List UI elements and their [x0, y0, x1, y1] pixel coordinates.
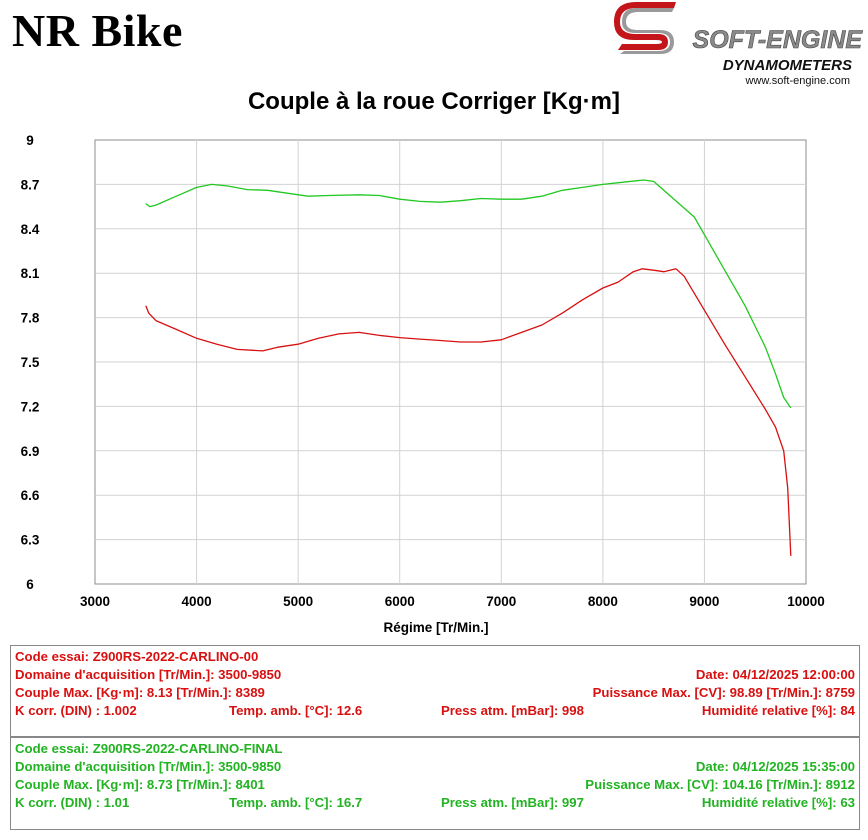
y-tick-label: 6.9: [21, 444, 40, 459]
k-corr: K corr. (DIN) : 1.01: [15, 795, 130, 810]
x-tick-label: 9000: [689, 594, 719, 609]
series-line-1: [145, 268, 792, 556]
y-tick-label: 7.8: [21, 311, 40, 326]
x-axis-label: Régime [Tr/Min.]: [383, 620, 488, 635]
x-tick-label: 6000: [385, 594, 415, 609]
x-tick-label: 8000: [588, 594, 618, 609]
series-lines: [145, 179, 792, 556]
press-atm: Press atm. [mBar]: 998: [441, 703, 584, 718]
y-tick-label: 7.5: [21, 355, 40, 370]
k-corr: K corr. (DIN) : 1.002: [15, 703, 137, 718]
acquisition-range: Domaine d'acquisition [Tr/Min.]: 3500-98…: [15, 667, 282, 682]
test-info-panel-2: Code essai: Z900RS-2022-CARLINO-FINAL Do…: [10, 737, 860, 830]
temp-amb: Temp. amb. [°C]: 12.6: [229, 703, 363, 718]
y-tick-label: 6.3: [21, 533, 40, 548]
series-line-2: [145, 179, 792, 409]
temp-amb: Temp. amb. [°C]: 16.7: [229, 795, 363, 810]
logo-swoosh: [614, 2, 676, 50]
y-tick-label: 8.4: [21, 222, 40, 237]
page-title: NR Bike: [12, 5, 183, 56]
x-tick-label: 10000: [787, 594, 825, 609]
y-tick-label: 9: [26, 133, 34, 148]
x-tick-labels: 3000 4000 5000 6000 7000 8000 9000 10000: [80, 594, 825, 609]
humidity: Humidité relative [%]: 63: [701, 795, 855, 810]
x-tick-label: 5000: [283, 594, 313, 609]
x-tick-label: 4000: [182, 594, 212, 609]
test-code: Code essai: Z900RS-2022-CARLINO-00: [15, 649, 259, 664]
y-tick-labels: 9 8.7 8.4 8.1 7.8 7.5 7.2 6.9 6.6 6.3 6: [21, 133, 40, 592]
logo-swoosh-shadow: [620, 8, 674, 54]
logo-main-text: SOFT-ENGINE: [693, 26, 864, 54]
humidity: Humidité relative [%]: 84: [701, 703, 855, 718]
couple-max: Couple Max. [Kg·m]: 8.13 [Tr/Min.]: 8389: [15, 685, 265, 700]
logo-url-text: www.soft-engine.com: [744, 75, 850, 87]
acquisition-range: Domaine d'acquisition [Tr/Min.]: 3500-98…: [15, 759, 282, 774]
y-tick-label: 6.6: [21, 488, 40, 503]
y-tick-label: 7.2: [21, 399, 40, 414]
puissance-max: Puissance Max. [CV]: 104.16 [Tr/Min.]: 8…: [585, 777, 855, 792]
logo-sub-text: DYNAMOMETERS: [723, 57, 852, 74]
y-tick-label: 8.7: [21, 177, 40, 192]
x-tick-label: 7000: [486, 594, 516, 609]
grid: [95, 140, 806, 584]
torque-chart: 9 8.7 8.4 8.1 7.8 7.5 7.2 6.9 6.6 6.3 6 3000 4000 50…: [21, 133, 825, 635]
test-date: Date: 04/12/2025 15:35:00: [695, 759, 855, 774]
puissance-max: Puissance Max. [CV]: 98.89 [Tr/Min.]: 87…: [592, 685, 855, 700]
press-atm: Press atm. [mBar]: 997: [441, 795, 584, 810]
y-tick-label: 6: [26, 577, 34, 592]
test-code: Code essai: Z900RS-2022-CARLINO-FINAL: [15, 741, 283, 756]
test-info-panel-1: Code essai: Z900RS-2022-CARLINO-00 Domai…: [10, 645, 860, 737]
test-date: Date: 04/12/2025 12:00:00: [695, 667, 855, 682]
y-tick-label: 8.1: [21, 266, 40, 281]
soft-engine-logo: SOFT-ENGINE DYNAMOMETERS www.soft-engine…: [614, 2, 864, 87]
chart-title: Couple à la roue Corriger [Kg·m]: [247, 88, 621, 115]
x-tick-label: 3000: [80, 594, 110, 609]
couple-max: Couple Max. [Kg·m]: 8.73 [Tr/Min.]: 8401: [15, 777, 265, 792]
